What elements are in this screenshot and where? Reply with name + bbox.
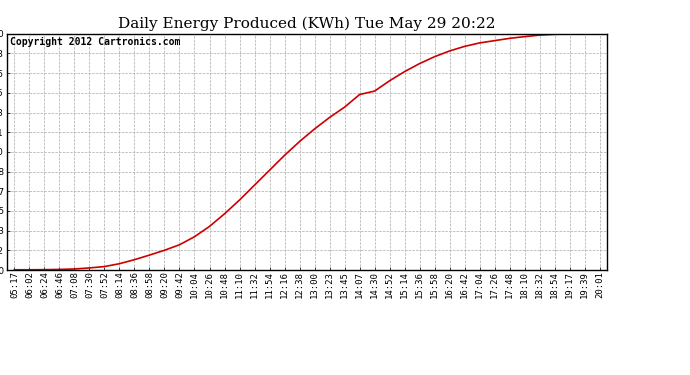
- Title: Daily Energy Produced (KWh) Tue May 29 20:22: Daily Energy Produced (KWh) Tue May 29 2…: [118, 17, 496, 31]
- Text: Copyright 2012 Cartronics.com: Copyright 2012 Cartronics.com: [10, 37, 180, 47]
